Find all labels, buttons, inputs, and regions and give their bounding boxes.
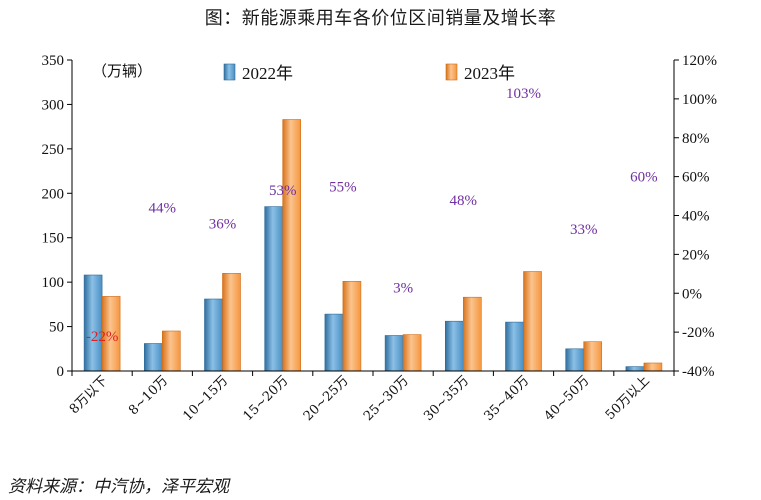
growth-rate-label-8: 33% [570,222,598,238]
growth-rate-label-7: 103% [506,86,541,102]
bar-2023-6 [462,296,482,372]
bar-2022-0 [83,274,103,372]
growth-rate-label-3: 53% [269,183,297,199]
bar-2023-3 [282,119,302,372]
x-category-label-7: 35~40万 [481,373,532,424]
growth-rate-labels: -22% 44% 36% 53% 55% 3% 48% 103% 33% 60% [86,86,658,345]
growth-rate-label-4: 55% [329,179,357,195]
x-category-label-6: 30~35万 [421,373,472,424]
y2-tick-label-7: 100% [682,92,717,108]
x-category-label-3: 15~20万 [241,373,292,424]
source-note: 资料来源：中汽协，泽平宏观 [8,477,229,497]
y-tick-label-3: 150 [42,231,65,247]
x-category-label-0: 8万以下 [67,373,111,417]
y2-tick-label-4: 40% [682,209,710,225]
y2-tick-label-3: 20% [682,247,710,263]
bar-2023-4 [342,280,362,372]
growth-rate-label-6: 48% [450,193,478,209]
bar-2022-8 [565,348,585,372]
bar-2022-5 [384,335,404,372]
bar-2023-9 [643,362,663,372]
y-axis-unit-label: （万辆） [92,62,152,80]
x-category-label-9: 50万以上 [603,373,653,423]
y2-tick-label-0: -40% [682,364,715,380]
y2-tick-label-5: 60% [682,170,710,186]
x-category-label-1: 8~10万 [126,373,171,418]
y-tick-label-7: 350 [42,53,65,69]
bar-2023-5 [402,334,422,372]
legend-2023-swatch [445,63,458,81]
growth-rate-label-9: 60% [630,170,658,186]
bar-2022-7 [505,321,524,372]
bar-2022-6 [444,320,464,372]
growth-rate-label-1: 44% [149,201,177,217]
bars-layer [83,119,663,372]
axes-layer: 0 50 100 150 200 250 300 350 -40% -20% 0% 20% 40% 60%… [42,53,718,424]
legend-2022-label: 2022年 [242,64,293,83]
y-tick-label-6: 300 [42,97,65,113]
bar-2022-2 [204,298,223,372]
bar-2023-7 [523,271,542,372]
y2-tick-label-8: 120% [682,53,717,69]
chart-title: 图：新能源乘用车各价位区间销量及增长率 [204,8,557,29]
y2-tick-label-6: 80% [682,131,710,147]
x-category-label-4: 20~25万 [301,373,352,424]
growth-rate-label-0: -22% [86,329,119,345]
bar-2022-1 [144,343,163,372]
bar-2023-1 [162,330,181,372]
x-category-label-2: 10~15万 [180,373,231,424]
legend-2023-label: 2023年 [464,64,515,83]
y-tick-label-0: 0 [57,364,65,380]
y-tick-label-2: 100 [42,275,65,291]
y-tick-label-5: 250 [42,142,65,158]
growth-rate-label-2: 36% [209,216,237,232]
legend: 2022年 2023年 [223,63,515,83]
bar-2023-8 [583,341,603,372]
y2-tick-label-1: -20% [682,325,715,341]
x-category-label-5: 25~30万 [361,373,412,424]
bar-2022-4 [324,313,344,372]
y2-tick-label-2: 0% [682,286,702,302]
bar-2022-9 [625,366,645,372]
legend-2022-swatch [223,63,236,81]
growth-rate-label-5: 3% [393,280,413,296]
bar-2022-3 [264,206,284,372]
y-tick-label-4: 200 [42,186,65,202]
bar-2023-2 [222,272,241,372]
y-tick-label-1: 50 [49,320,64,336]
x-category-label-8: 40~50万 [542,373,593,424]
